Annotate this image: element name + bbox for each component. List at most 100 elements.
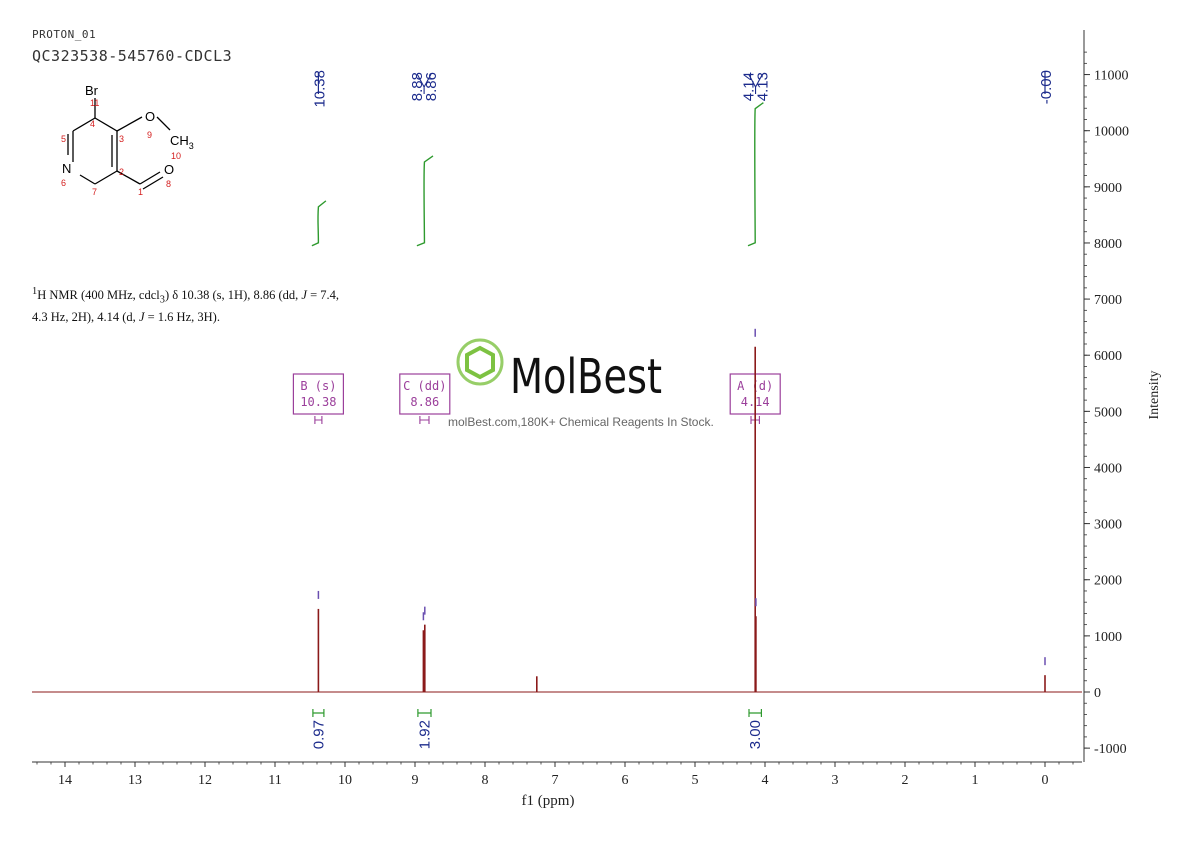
peak-label: 4.14 [741,72,758,101]
atom-number-7: 7 [92,187,97,197]
integral-bracket [417,709,432,717]
logo-ring-icon [456,338,504,386]
y-axis-label: Intensity [1147,371,1162,420]
y-tick-label: 0 [1094,686,1101,701]
peak-label: 8.86 [423,72,440,101]
y-tick-label: 1000 [1094,630,1122,645]
integral-curve [416,155,434,247]
atom-number-2: 2 [119,167,124,177]
experiment-name: PROTON_01 [32,28,97,41]
benzene-logo-icon [465,345,495,380]
summary-part-4: 4.3 Hz, 2H), 4.14 (d, [32,309,139,324]
summary-part-2: ) δ 10.38 (s, 1H), 8.86 (dd, [164,288,302,303]
multiplet-range [419,416,430,424]
summary-part-1: H NMR (400 MHz, cdcl [37,288,160,303]
peak-labels: 10.38 8.888.86 4.144.13 -0.00 [311,70,1055,108]
y-tick-label: 8000 [1094,237,1122,252]
molbest-watermark: MolBest molBest.com,180K+ Chemical Reage… [448,338,714,429]
y-tick-label: 6000 [1094,349,1122,364]
x-tick-label: 6 [622,773,629,788]
peak-label: 4.13 [755,72,772,101]
x-tick-label: 2 [902,773,909,788]
y-tick-label: 2000 [1094,574,1122,589]
atom-number-9: 9 [147,130,152,140]
chart-axes: 14 13 12 11 10 9 8 7 6 5 4 3 2 1 0f1 (ppm)110001000090… [32,30,1162,809]
x-tick-label: 1 [972,773,979,788]
multiplet-box [399,373,451,415]
peak-label: 10.38 [311,70,328,108]
integral-curve [747,102,764,247]
spectrum-trace [32,328,1082,693]
sample-id: QC323538-545760-CDCL3 [32,47,233,65]
atom-n: N [62,161,71,176]
x-tick-label: 11 [268,773,281,788]
x-tick-label: 3 [832,773,839,788]
summary-part-3: = 7.4, [306,288,340,303]
y-tick-label: 9000 [1094,181,1122,196]
nmr-summary-text: 1H NMR (400 MHz, cdcl3) δ 10.38 (s, 1H),… [32,283,412,326]
atom-number-8: 8 [166,179,171,189]
multiplet-label: C (dd) [403,379,446,393]
watermark-tagline: molBest.com,180K+ Chemical Reagents In S… [448,415,714,429]
atom-number-6: 6 [61,178,66,188]
multiplet-label: B (s) [300,379,336,393]
x-tick-label: 9 [412,773,419,788]
atom-ch3-subscript: 3 [189,141,194,151]
atom-o-carbonyl: O [164,162,174,177]
multiplet-shift: 10.38 [300,395,336,409]
integral-curves [311,102,764,247]
x-tick-label: 0 [1042,773,1049,788]
peak-label-leader [416,73,432,94]
atom-number-10: 10 [171,151,181,161]
y-tick-label: 7000 [1094,293,1122,308]
y-tick-label: -1000 [1094,742,1127,757]
multiplet-range [314,416,323,424]
atom-number-1: 1 [138,187,143,197]
integral-bracket [312,709,325,717]
atom-number-4: 4 [90,119,95,129]
integral-values: 0.97 1.92 3.00 [310,709,764,749]
peak-label: -0.00 [1038,70,1055,104]
integral-value: 3.00 [747,720,764,749]
summary-part-5: = 1.6 Hz, 3H). [144,309,220,324]
x-tick-label: 7 [552,773,559,788]
y-tick-label: 11000 [1094,69,1128,84]
y-tick-label: 10000 [1094,125,1129,140]
x-tick-label: 13 [128,773,142,788]
summary-superscript: 1 [32,286,38,297]
x-tick-label: 4 [762,773,769,788]
x-tick-label: 12 [198,773,212,788]
y-tick-label: 4000 [1094,461,1122,476]
atom-number-11: 11 [90,98,99,108]
summary-subscript: 3 [159,294,165,306]
sample-header: PROTON_01 QC323538-545760-CDCL3 [32,28,232,65]
summary-j-symbol-2: J [138,309,145,324]
y-tick-label: 3000 [1094,518,1122,533]
integral-value: 0.97 [310,720,327,749]
x-tick-label: 8 [482,773,489,788]
integral-value: 1.92 [416,720,433,749]
x-tick-label: 10 [338,773,352,788]
atom-number-5: 5 [61,134,66,144]
integral-bracket [748,709,762,717]
molecule-structure: Br 11 O 9 CH3 10 N 6 O 8 4 5 3 2 7 1 [61,83,194,197]
summary-j-symbol-1: J [301,288,307,303]
molecule-bonds [67,98,171,190]
x-tick-label: 14 [58,773,72,788]
watermark-brand: MolBest [510,349,662,405]
peak-label-leader [748,73,764,94]
multiplet-shift: 8.86 [410,395,439,409]
atom-o-methoxy: O [145,109,155,124]
integral-curve [311,200,327,247]
atom-br: Br [85,83,99,98]
atom-ch3: CH3 [170,133,194,151]
multiplet-box [292,373,344,415]
x-axis-label: f1 (ppm) [522,793,575,809]
x-tick-label: 5 [692,773,699,788]
atom-number-3: 3 [119,134,124,144]
atom-ch3-c: CH [170,133,189,148]
y-tick-label: 5000 [1094,405,1122,420]
peak-label: 8.88 [409,72,426,101]
